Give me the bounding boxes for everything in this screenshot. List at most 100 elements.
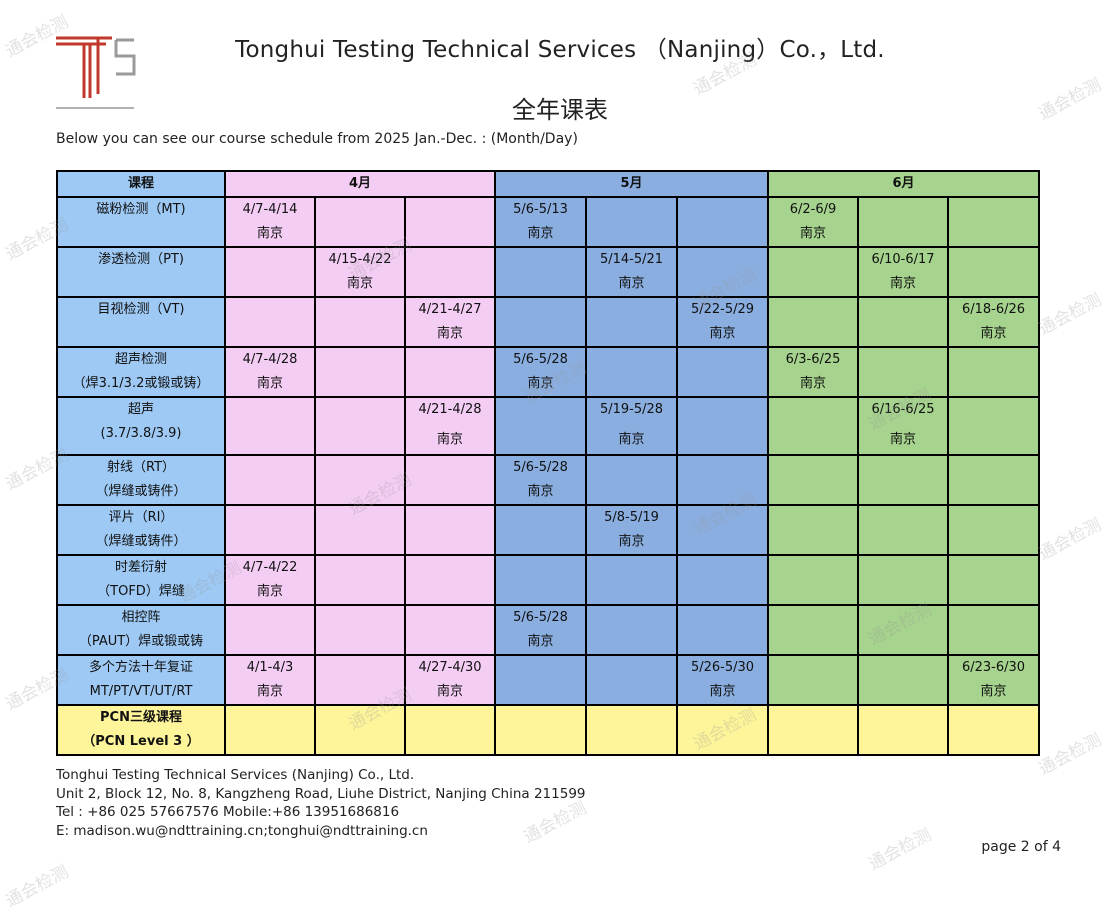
schedule-cell	[857, 554, 949, 606]
schedule-cell	[314, 504, 406, 556]
schedule-cell	[676, 704, 769, 756]
watermark: 通会检测	[1035, 289, 1105, 340]
table-header-row: 课程 4月 5月 6月	[56, 170, 1040, 198]
course-name: PCN三级课程	[100, 710, 182, 725]
watermark: 通会检测	[1035, 729, 1105, 780]
course-header: 课程	[56, 170, 226, 198]
course-name-cell: 目视检测（VT)	[56, 296, 226, 348]
course-name-cell: 时差衍射 （TOFD）焊缝	[56, 554, 226, 606]
schedule-cell	[676, 554, 769, 606]
session-dates: 4/27-4/30	[418, 660, 482, 675]
schedule-cell	[224, 504, 316, 556]
footer-email: E: madison.wu@ndttraining.cn;tonghui@ndt…	[56, 822, 428, 839]
schedule-cell	[947, 396, 1040, 456]
session-dates: 5/6-5/28	[513, 352, 568, 367]
schedule-cell	[585, 554, 678, 606]
schedule-cell	[494, 654, 587, 706]
schedule-cell: 6/2-6/9 南京	[767, 196, 859, 248]
schedule-cell: 5/22-5/29 南京	[676, 296, 769, 348]
schedule-cell: 5/6-5/28 南京	[494, 454, 587, 506]
course-subtitle: (3.7/3.8/3.9)	[100, 426, 182, 441]
schedule-cell	[857, 604, 949, 656]
schedule-cell	[676, 346, 769, 398]
course-name: 超声	[127, 402, 154, 417]
session-location: 南京	[618, 432, 645, 447]
company-logo	[56, 36, 136, 109]
session-location: 南京	[980, 684, 1007, 699]
schedule-cell	[314, 346, 406, 398]
session-location: 南京	[799, 376, 826, 391]
session-location: 南京	[980, 326, 1007, 341]
schedule-cell	[404, 504, 496, 556]
schedule-cell	[947, 604, 1040, 656]
course-name: 相控阵	[121, 610, 161, 625]
session-location: 南京	[346, 276, 373, 291]
schedule-cell	[224, 704, 316, 756]
schedule-cell	[676, 454, 769, 506]
session-location: 南京	[436, 432, 463, 447]
schedule-cell	[676, 246, 769, 298]
footer-phone: Tel : +86 025 57667576 Mobile:+86 139516…	[56, 804, 400, 820]
session-location: 南京	[256, 226, 283, 241]
schedule-cell: 5/8-5/19 南京	[585, 504, 678, 556]
schedule-cell	[494, 246, 587, 298]
schedule-title: 全年课表	[512, 96, 608, 124]
schedule-cell	[585, 604, 678, 656]
session-location: 南京	[436, 684, 463, 699]
schedule-cell: 4/7-4/22 南京	[224, 554, 316, 606]
session-location: 南京	[527, 484, 554, 499]
session-dates: 6/2-6/9	[789, 202, 837, 217]
schedule-cell	[585, 704, 678, 756]
session-location: 南京	[527, 634, 554, 649]
course-name-cell: 相控阵 （PAUT）焊或锻或铸	[56, 604, 226, 656]
schedule-cell	[585, 296, 678, 348]
schedule-cell	[585, 346, 678, 398]
schedule-cell	[767, 296, 859, 348]
schedule-cell	[767, 654, 859, 706]
schedule-cell	[857, 296, 949, 348]
session-dates: 6/10-6/17	[871, 252, 935, 267]
session-location: 南京	[256, 376, 283, 391]
schedule-cell: 5/6-5/28 南京	[494, 346, 587, 398]
schedule-cell	[404, 196, 496, 248]
table-row: 时差衍射 （TOFD）焊缝 4/7-4/22 南京	[56, 554, 1040, 606]
session-location: 南京	[709, 684, 736, 699]
schedule-cell	[314, 554, 406, 606]
schedule-cell	[314, 604, 406, 656]
course-schedule-table: 课程 4月 5月 6月 磁粉检测（MT) 4/7-4/14 南京 5/6-5/13 南京…	[56, 170, 1040, 756]
session-location: 南京	[709, 326, 736, 341]
session-location: 南京	[799, 226, 826, 241]
schedule-cell	[224, 296, 316, 348]
table-row: 超声检测 （焊3.1/3.2或锻或铸） 4/7-4/28 南京 5/6-5/28 南京 6/…	[56, 346, 1040, 398]
session-dates: 6/23-6/30	[961, 660, 1026, 675]
schedule-cell: 4/21-4/28 南京	[404, 396, 496, 456]
schedule-cell	[314, 654, 406, 706]
schedule-cell	[585, 454, 678, 506]
schedule-cell	[857, 704, 949, 756]
table-row: 超声 (3.7/3.8/3.9) 4/21-4/28 南京 5/19-5/28 南京 6/1…	[56, 396, 1040, 456]
course-name-cell: PCN三级课程 （PCN Level 3 ）	[56, 704, 226, 756]
schedule-cell: 5/6-5/13 南京	[494, 196, 587, 248]
schedule-cell: 4/1-4/3 南京	[224, 654, 316, 706]
session-dates: 4/21-4/27	[418, 302, 482, 317]
schedule-cell	[767, 704, 859, 756]
schedule-cell: 4/7-4/28 南京	[224, 346, 316, 398]
schedule-cell	[404, 604, 496, 656]
schedule-cell	[676, 196, 769, 248]
schedule-cell	[767, 454, 859, 506]
schedule-cell	[857, 196, 949, 248]
course-name-cell: 评片（RI） （焊缝或铸件）	[56, 504, 226, 556]
session-dates: 4/21-4/28	[418, 402, 482, 417]
course-subtitle: （焊3.1/3.2或锻或铸）	[72, 376, 210, 391]
schedule-cell	[404, 454, 496, 506]
course-subtitle: （焊缝或铸件）	[95, 534, 187, 549]
session-location: 南京	[436, 326, 463, 341]
session-dates: 5/6-5/13	[513, 202, 568, 217]
course-subtitle: （TOFD）焊缝	[97, 584, 185, 599]
schedule-cell	[585, 196, 678, 248]
session-dates: 4/7-4/14	[242, 202, 298, 217]
schedule-cell: 6/23-6/30 南京	[947, 654, 1040, 706]
session-dates: 5/14-5/21	[599, 252, 664, 267]
course-name-cell: 多个方法十年复证 MT/PT/VT/UT/RT	[56, 654, 226, 706]
course-name-cell: 超声 (3.7/3.8/3.9)	[56, 396, 226, 456]
